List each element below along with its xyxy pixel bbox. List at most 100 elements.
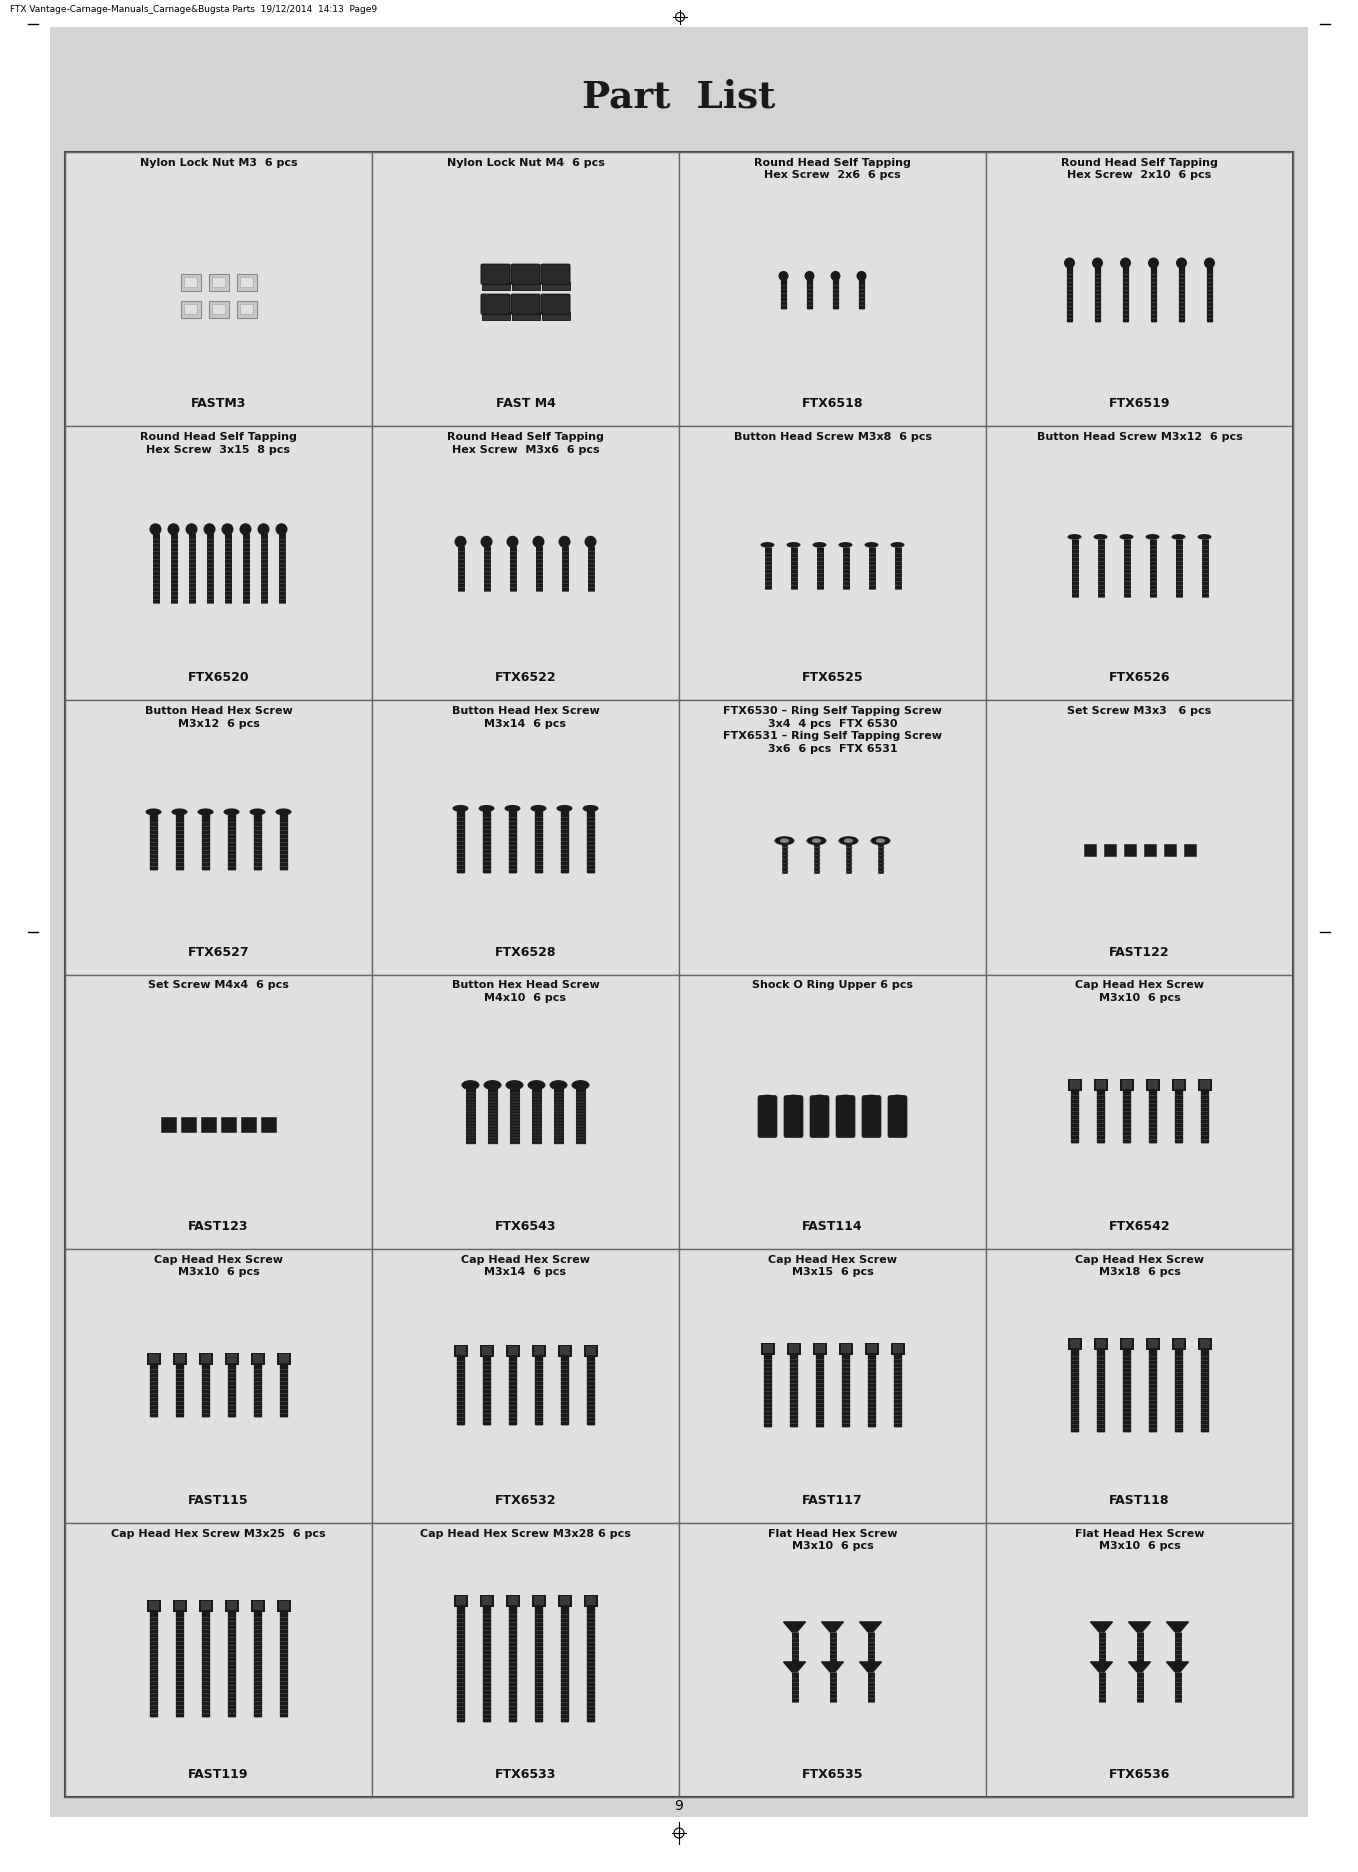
Bar (253, 1353, 262, 1363)
Text: FAST119: FAST119 (189, 1767, 249, 1780)
Polygon shape (822, 1662, 843, 1672)
Circle shape (167, 524, 179, 535)
Circle shape (1176, 258, 1187, 268)
Bar (987, 975, 1291, 1247)
Text: FTX6520: FTX6520 (187, 672, 250, 685)
Polygon shape (1090, 1662, 1112, 1672)
Bar (542, 311, 569, 320)
FancyBboxPatch shape (181, 273, 201, 290)
Circle shape (857, 271, 866, 281)
Bar (198, 1353, 212, 1365)
Bar (987, 427, 1291, 700)
Bar (1143, 844, 1156, 856)
Ellipse shape (838, 543, 853, 548)
Circle shape (804, 271, 815, 281)
Circle shape (239, 524, 251, 535)
Ellipse shape (1067, 534, 1081, 539)
Bar (1173, 1080, 1184, 1090)
Text: Round Head Self Tapping
Hex Screw  2x6  6 pcs: Round Head Self Tapping Hex Screw 2x6 6 … (754, 157, 911, 180)
Text: Cap Head Hex Screw
M3x14  6 pcs: Cap Head Hex Screw M3x14 6 pcs (460, 1254, 589, 1277)
Ellipse shape (171, 809, 187, 816)
Bar (558, 1344, 572, 1357)
Bar (373, 1524, 678, 1795)
Bar (576, 1090, 585, 1144)
Circle shape (204, 524, 216, 535)
Bar (198, 1601, 212, 1612)
Text: FAST122: FAST122 (1109, 945, 1169, 958)
Bar (680, 975, 985, 1247)
Bar (987, 154, 1291, 425)
Polygon shape (1128, 1662, 1150, 1672)
FancyBboxPatch shape (540, 294, 570, 314)
FancyBboxPatch shape (183, 303, 197, 314)
Ellipse shape (862, 1095, 881, 1104)
Text: FTX6533: FTX6533 (494, 1767, 557, 1780)
Bar (1164, 844, 1176, 856)
Bar (505, 1595, 520, 1608)
Bar (1096, 1080, 1105, 1090)
Bar (760, 1342, 774, 1355)
Ellipse shape (572, 1080, 589, 1090)
Text: Nylon Lock Nut M4  6 pcs: Nylon Lock Nut M4 6 pcs (447, 157, 604, 168)
Bar (67, 702, 371, 973)
Ellipse shape (505, 1080, 523, 1090)
Bar (987, 1250, 1291, 1522)
Bar (680, 154, 985, 425)
Ellipse shape (527, 1080, 546, 1090)
Bar (278, 1353, 288, 1363)
Text: Cap Head Hex Screw
M3x10  6 pcs: Cap Head Hex Screw M3x10 6 pcs (1076, 981, 1205, 1003)
Bar (508, 1597, 517, 1606)
Ellipse shape (784, 1095, 803, 1104)
Bar (762, 1344, 773, 1353)
Bar (488, 1090, 497, 1144)
Bar (479, 1595, 493, 1608)
Ellipse shape (1172, 534, 1186, 539)
Bar (221, 1118, 236, 1133)
Bar (531, 1090, 542, 1144)
Text: FAST115: FAST115 (189, 1494, 249, 1507)
Ellipse shape (483, 1080, 501, 1090)
Ellipse shape (145, 809, 162, 816)
Ellipse shape (531, 805, 546, 812)
Ellipse shape (583, 805, 599, 812)
Bar (240, 1118, 257, 1133)
Bar (277, 1353, 291, 1365)
Text: Flat Head Hex Screw
M3x10  6 pcs: Flat Head Hex Screw M3x10 6 pcs (1074, 1529, 1205, 1552)
Bar (454, 1344, 467, 1357)
Bar (455, 1597, 466, 1606)
Text: Set Screw M4x4  6 pcs: Set Screw M4x4 6 pcs (148, 981, 289, 990)
Bar (1173, 1338, 1184, 1348)
Circle shape (532, 535, 545, 548)
Circle shape (778, 271, 789, 281)
Circle shape (149, 524, 162, 535)
Text: Button Head Screw M3x12  6 pcs: Button Head Screw M3x12 6 pcs (1036, 432, 1243, 442)
Bar (482, 281, 509, 290)
Polygon shape (860, 1662, 881, 1672)
Bar (512, 281, 539, 290)
Bar (558, 1595, 572, 1608)
FancyBboxPatch shape (862, 1095, 881, 1138)
Text: Nylon Lock Nut M3  6 pcs: Nylon Lock Nut M3 6 pcs (140, 157, 297, 168)
Bar (680, 1250, 985, 1522)
Bar (1067, 1078, 1081, 1091)
Ellipse shape (891, 543, 904, 548)
Bar (162, 1118, 177, 1133)
Ellipse shape (812, 543, 827, 548)
Ellipse shape (838, 837, 858, 846)
Bar (1148, 1080, 1157, 1090)
Ellipse shape (1198, 534, 1211, 539)
Ellipse shape (550, 1080, 568, 1090)
Text: Button Head Hex Screw
M3x14  6 pcs: Button Head Hex Screw M3x14 6 pcs (452, 706, 599, 728)
Polygon shape (784, 1662, 805, 1672)
Text: Flat Head Hex Screw
M3x10  6 pcs: Flat Head Hex Screw M3x10 6 pcs (767, 1529, 898, 1552)
Bar (201, 1118, 216, 1133)
Bar (1146, 1078, 1160, 1091)
Bar (534, 1597, 543, 1606)
Bar (148, 1601, 159, 1610)
Text: FASTM3: FASTM3 (191, 397, 246, 410)
Bar (482, 1346, 492, 1355)
FancyBboxPatch shape (481, 264, 511, 285)
Bar (373, 427, 678, 700)
Bar (680, 702, 985, 973)
Ellipse shape (876, 839, 885, 842)
